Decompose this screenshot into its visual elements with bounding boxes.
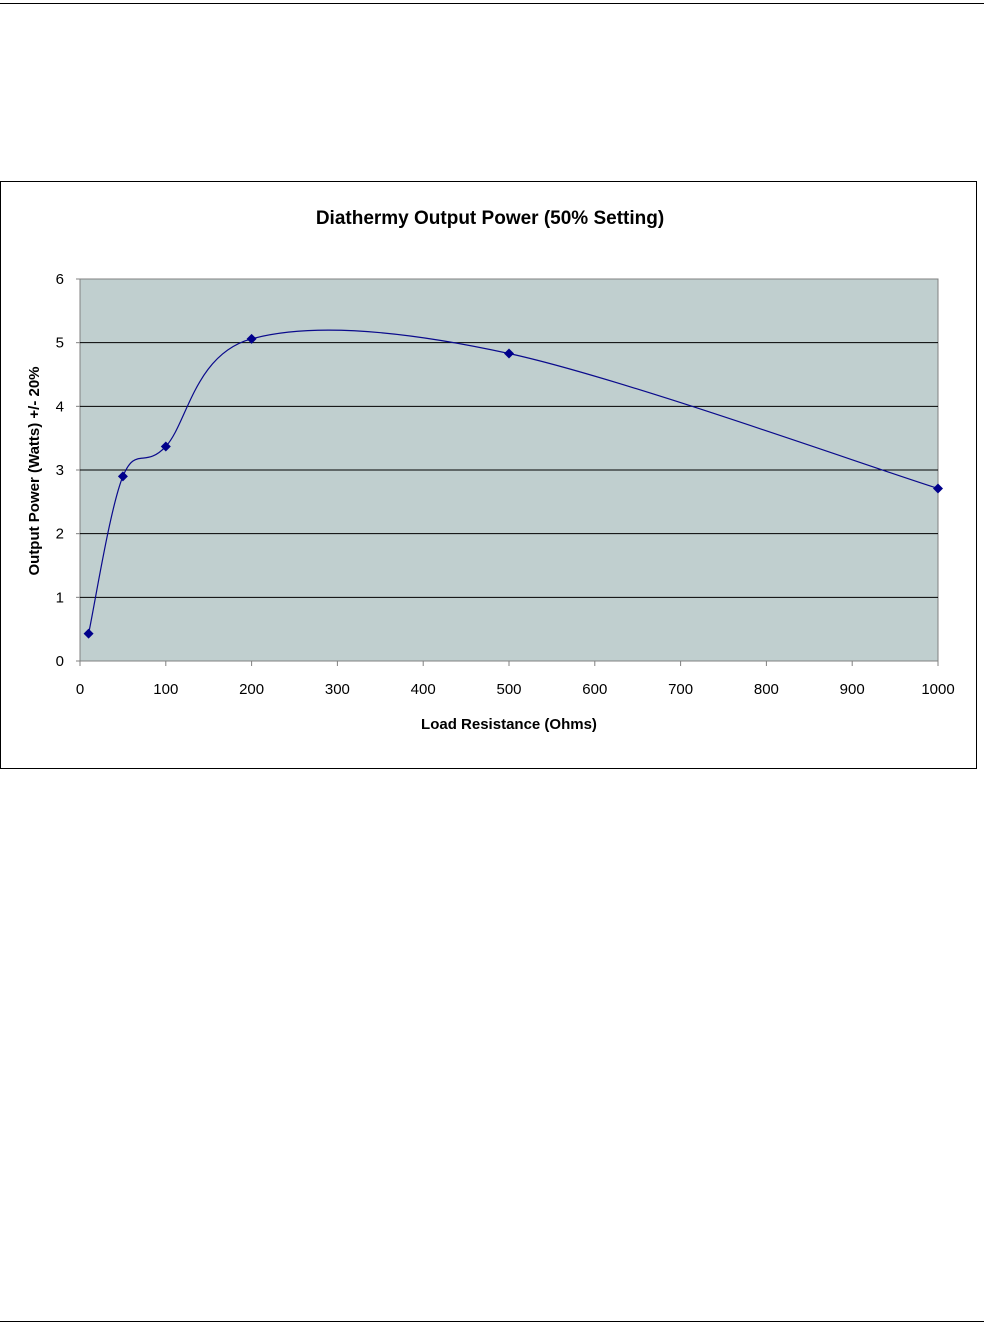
data-point-marker <box>933 483 943 494</box>
x-tick-label: 200 <box>239 681 264 698</box>
y-tick-label: 6 <box>56 271 64 288</box>
x-tick-label: 400 <box>411 681 436 698</box>
x-axis-title: Load Resistance (Ohms) <box>421 716 597 733</box>
data-point-marker <box>160 441 171 452</box>
x-tick-label: 800 <box>754 681 779 698</box>
header-rule <box>0 3 984 4</box>
x-tick-label: 100 <box>153 681 178 698</box>
data-point-marker <box>246 333 257 344</box>
y-axis-title: Output Power (Watts) +/- 20% <box>26 366 43 575</box>
y-tick-label: 5 <box>56 335 64 352</box>
chart-frame: Diathermy Output Power (50% Setting) 0 1 2… <box>0 181 977 769</box>
chart-title: Diathermy Output Power (50% Setting) <box>316 208 664 229</box>
chart-svg: Diathermy Output Power (50% Setting) 0 1 2… <box>26 208 955 733</box>
data-point-marker <box>117 471 128 482</box>
x-tick-label: 600 <box>582 681 607 698</box>
x-tick-label: 500 <box>496 681 521 698</box>
data-point-marker <box>83 628 94 639</box>
series-markers <box>83 333 943 639</box>
y-tick-label: 4 <box>56 398 64 415</box>
y-tick-label: 2 <box>56 526 64 543</box>
x-tick-label: 0 <box>76 681 84 698</box>
y-axis-ticks: 0 1 2 3 4 5 6 <box>56 271 80 670</box>
x-tick-label: 700 <box>668 681 693 698</box>
footer-rule <box>0 1321 984 1322</box>
y-tick-label: 0 <box>56 653 64 670</box>
grid-lines <box>80 342 938 598</box>
x-tick-label: 900 <box>840 681 865 698</box>
x-tick-label: 300 <box>325 681 350 698</box>
y-tick-label: 1 <box>56 589 64 606</box>
y-tick-label: 3 <box>56 462 64 479</box>
x-axis-ticks: 0 100 200 300 400 500 600 700 800 900 1000 <box>76 661 955 698</box>
x-tick-label: 1000 <box>921 681 954 698</box>
data-point-marker <box>504 348 514 359</box>
